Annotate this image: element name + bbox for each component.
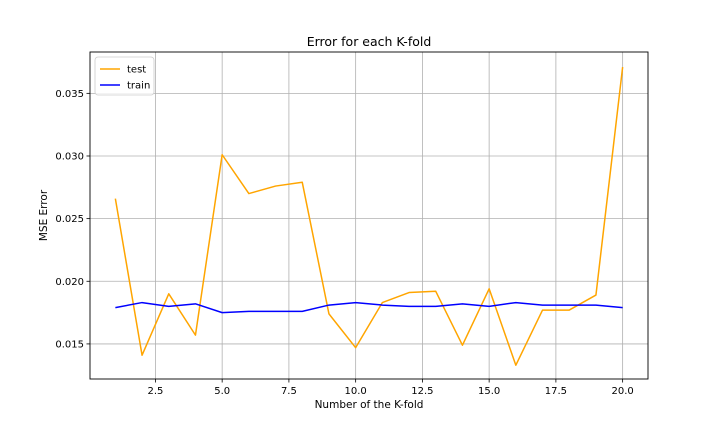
y-axis-label: MSE Error	[38, 189, 50, 241]
y-tick-label: 0.020	[55, 277, 84, 288]
x-tick-label: 15.0	[478, 386, 500, 397]
y-tick-label: 0.015	[55, 339, 84, 350]
series-line-train	[115, 301, 623, 314]
x-tick-label: 12.5	[411, 386, 433, 397]
legend: test train	[94, 56, 155, 96]
y-axis-ticks: 0.015 0.020 0.025 0.030 0.035	[55, 89, 90, 350]
x-tick-label: 20.0	[612, 386, 634, 397]
x-tick-label: 10.0	[345, 386, 367, 397]
legend-label-test: test	[127, 65, 146, 76]
plot-lines	[114, 66, 624, 366]
legend-label-train: train	[127, 81, 150, 92]
y-tick-label: 0.025	[55, 214, 84, 225]
x-axis-ticks: 2.5 5.0 7.5 10.0 12.5 15.0 17.5 20.0	[147, 379, 634, 397]
x-tick-label: 5.0	[214, 386, 230, 397]
y-tick-label: 0.030	[55, 151, 84, 162]
x-tick-label: 2.5	[147, 386, 163, 397]
plot-frame	[89, 51, 649, 380]
x-tick-label: 17.5	[545, 386, 567, 397]
x-axis-label: Number of the K-fold	[315, 399, 424, 411]
chart-title: Error for each K-fold	[307, 34, 432, 49]
grid	[90, 52, 648, 379]
y-tick-label: 0.035	[55, 89, 84, 100]
x-tick-label: 7.5	[281, 386, 297, 397]
